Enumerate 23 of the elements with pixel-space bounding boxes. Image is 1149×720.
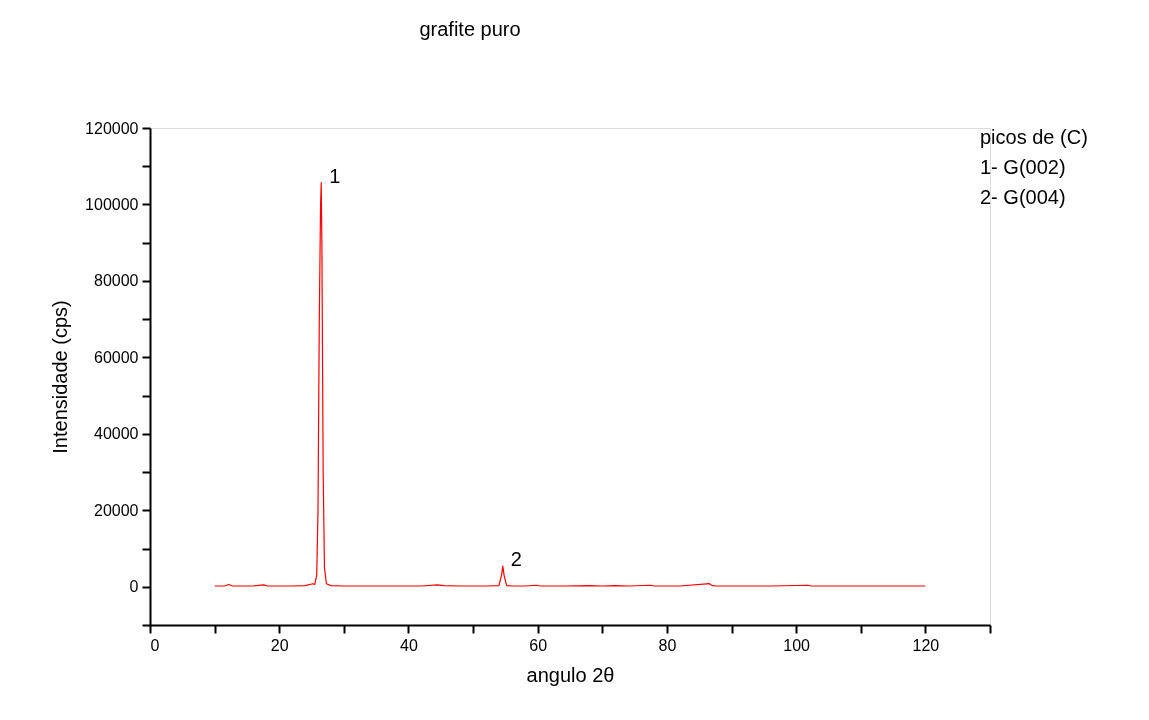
x-tick-label: 120 [912, 636, 940, 654]
y-tick-label: 60000 [94, 348, 139, 366]
y-axis-title: Intensidade (cps) [49, 300, 72, 454]
x-tick-label: 0 [150, 636, 160, 654]
line-series [214, 182, 926, 587]
y-tick-label: 120000 [85, 119, 139, 137]
x-tick-label: 60 [529, 636, 548, 654]
chart-title: grafite puro [419, 18, 521, 40]
x-tick-label: 80 [658, 636, 677, 654]
x-axis-title: angulo 2θ [526, 663, 615, 686]
annotation: 2 [510, 548, 522, 571]
annotation: 1- G(002) [980, 156, 1066, 178]
annotation: 1 [329, 164, 341, 187]
y-tick-label: 80000 [94, 272, 139, 290]
y-tick-label: 20000 [94, 501, 139, 519]
x-tick-label: 100 [783, 636, 811, 654]
annotation: 2- G(004) [980, 186, 1066, 208]
annotation: picos de (C) [980, 126, 1088, 148]
x-tick-label: 40 [400, 636, 418, 654]
y-tick-label: 100000 [85, 195, 139, 213]
y-tick-label: 40000 [94, 425, 139, 443]
x-tick-label: 20 [270, 636, 289, 654]
y-tick-label: 0 [129, 578, 139, 596]
